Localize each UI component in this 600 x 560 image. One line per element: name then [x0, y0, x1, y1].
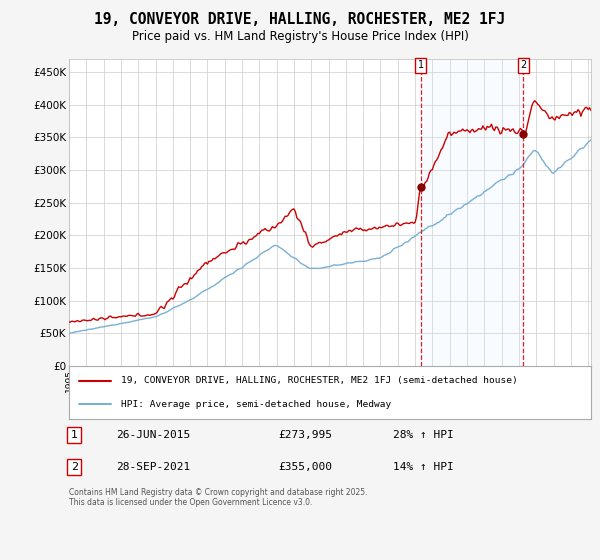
- Text: 2: 2: [71, 462, 78, 472]
- Text: 19, CONVEYOR DRIVE, HALLING, ROCHESTER, ME2 1FJ: 19, CONVEYOR DRIVE, HALLING, ROCHESTER, …: [94, 12, 506, 27]
- Bar: [421, 59, 523, 366]
- Text: Contains HM Land Registry data © Crown copyright and database right 2025.
This d: Contains HM Land Registry data © Crown c…: [69, 488, 367, 507]
- Text: 28-SEP-2021: 28-SEP-2021: [116, 462, 190, 472]
- Text: 1: 1: [71, 430, 78, 440]
- Text: 2: 2: [520, 60, 526, 71]
- Text: 1: 1: [418, 60, 424, 71]
- Text: 28% ↑ HPI: 28% ↑ HPI: [392, 430, 454, 440]
- Text: 19, CONVEYOR DRIVE, HALLING, ROCHESTER, ME2 1FJ (semi-detached house): 19, CONVEYOR DRIVE, HALLING, ROCHESTER, …: [121, 376, 518, 385]
- Text: £355,000: £355,000: [278, 462, 332, 472]
- Text: 14% ↑ HPI: 14% ↑ HPI: [392, 462, 454, 472]
- Text: Price paid vs. HM Land Registry's House Price Index (HPI): Price paid vs. HM Land Registry's House …: [131, 30, 469, 43]
- Text: 26-JUN-2015: 26-JUN-2015: [116, 430, 190, 440]
- Text: HPI: Average price, semi-detached house, Medway: HPI: Average price, semi-detached house,…: [121, 399, 391, 408]
- Text: £273,995: £273,995: [278, 430, 332, 440]
